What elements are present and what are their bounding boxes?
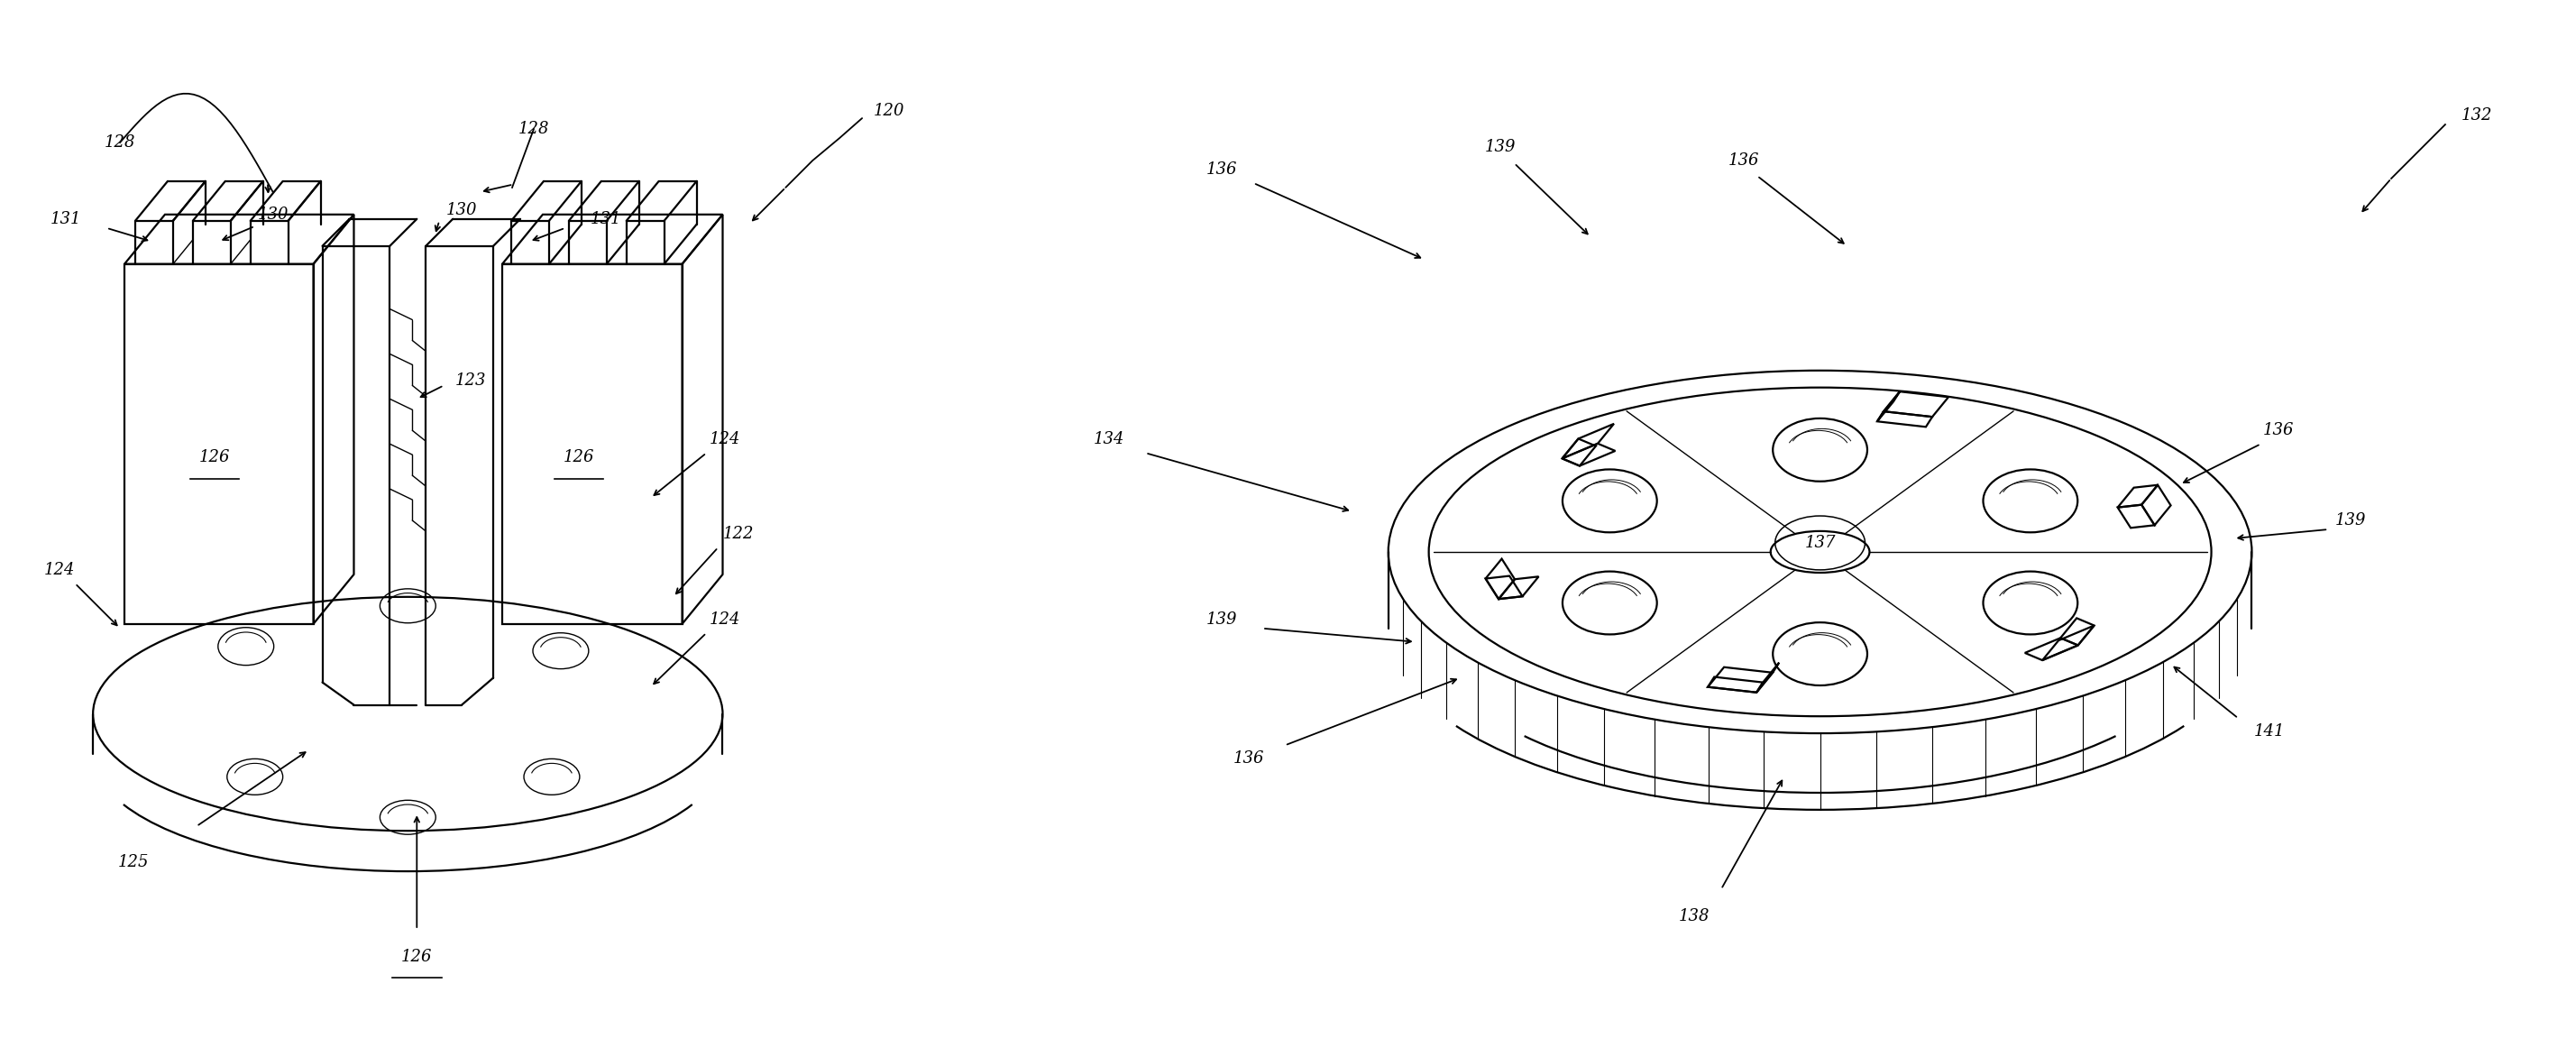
Text: 124: 124 — [44, 561, 75, 578]
Text: 131: 131 — [52, 211, 82, 227]
Text: 132: 132 — [2460, 108, 2491, 124]
Text: 124: 124 — [708, 611, 739, 628]
Text: 125: 125 — [118, 854, 149, 870]
Text: 120: 120 — [873, 103, 904, 119]
Text: 128: 128 — [518, 120, 549, 137]
Text: 139: 139 — [1206, 611, 1236, 628]
Text: 130: 130 — [446, 202, 477, 218]
Text: 126: 126 — [402, 949, 433, 965]
Text: 136: 136 — [1234, 750, 1265, 767]
Text: 134: 134 — [1095, 431, 1126, 447]
Text: 136: 136 — [1728, 152, 1759, 169]
Text: 136: 136 — [2264, 423, 2295, 439]
Text: 138: 138 — [1680, 908, 1710, 925]
Text: 137: 137 — [1806, 535, 1837, 551]
Text: 130: 130 — [258, 206, 289, 223]
Text: 136: 136 — [1206, 162, 1236, 178]
Text: 128: 128 — [106, 134, 137, 151]
Text: 139: 139 — [2336, 513, 2367, 528]
Text: 124: 124 — [708, 431, 739, 447]
Text: 123: 123 — [456, 373, 487, 389]
Text: 139: 139 — [1486, 138, 1517, 155]
Text: 141: 141 — [2254, 724, 2285, 740]
Text: 126: 126 — [564, 449, 595, 465]
Text: 131: 131 — [590, 211, 621, 227]
Text: 126: 126 — [198, 449, 229, 465]
Text: 122: 122 — [724, 525, 755, 542]
